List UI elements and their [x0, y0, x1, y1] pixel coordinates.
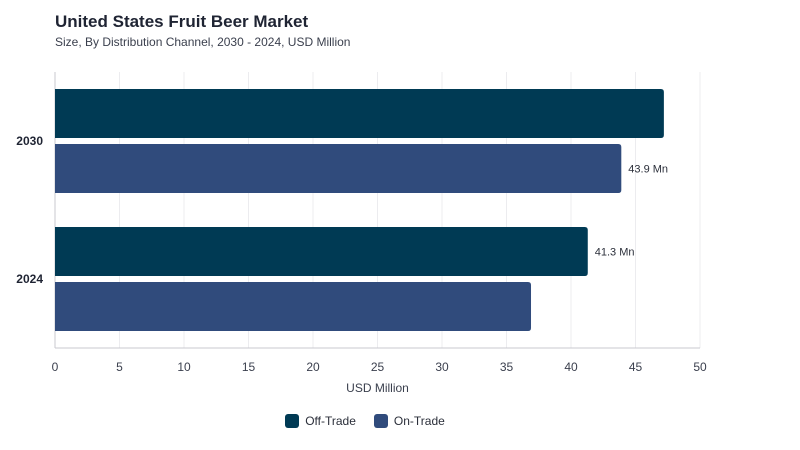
x-tick-label: 50	[693, 360, 707, 374]
data-label: 43.9 Mn	[628, 164, 668, 176]
x-tick-label: 30	[435, 360, 449, 374]
bar	[55, 227, 588, 276]
legend-label-off-trade: Off-Trade	[305, 414, 356, 428]
category-label: 2024	[16, 272, 43, 286]
x-tick-label: 10	[177, 360, 191, 374]
legend: Off-Trade On-Trade	[0, 414, 730, 428]
x-tick-label: 0	[52, 360, 59, 374]
legend-label-on-trade: On-Trade	[393, 414, 445, 428]
data-label: 41.3 Mn	[595, 247, 635, 259]
x-tick-label: 20	[306, 360, 320, 374]
legend-item-off-trade[interactable]: Off-Trade	[285, 414, 356, 428]
category-label: 2030	[16, 134, 43, 148]
legend-item-on-trade[interactable]: On-Trade	[373, 414, 445, 428]
chart-subtitle: Size, By Distribution Channel, 2030 - 20…	[55, 35, 351, 49]
legend-swatch-off-trade	[285, 414, 300, 428]
x-tick-label: 35	[500, 360, 514, 374]
bar	[55, 89, 664, 138]
bar	[55, 144, 622, 193]
legend-swatch-on-trade	[373, 414, 388, 428]
bar	[55, 282, 532, 331]
x-tick-label: 40	[564, 360, 578, 374]
x-axis-label: USD Million	[346, 381, 409, 395]
chart-title: United States Fruit Beer Market	[55, 12, 309, 31]
x-tick-label: 15	[242, 360, 256, 374]
x-tick-label: 5	[116, 360, 123, 374]
x-tick-label: 25	[371, 360, 385, 374]
x-tick-label: 45	[629, 360, 643, 374]
